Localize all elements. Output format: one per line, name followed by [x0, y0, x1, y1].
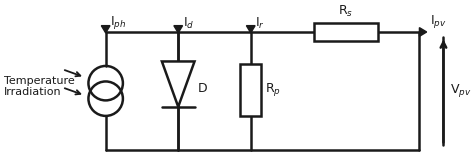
Text: D: D: [198, 82, 208, 95]
Text: I$_{pv}$: I$_{pv}$: [430, 13, 447, 30]
Text: Temperature
Irradiation: Temperature Irradiation: [4, 76, 74, 97]
Polygon shape: [101, 26, 110, 33]
Text: I$_{d}$: I$_{d}$: [183, 15, 194, 31]
Text: I$_{r}$: I$_{r}$: [255, 15, 265, 31]
Text: R$_{s}$: R$_{s}$: [338, 4, 354, 19]
Text: R$_{p}$: R$_{p}$: [265, 81, 281, 98]
FancyBboxPatch shape: [240, 64, 261, 116]
Polygon shape: [162, 61, 194, 107]
FancyBboxPatch shape: [314, 23, 378, 41]
Polygon shape: [174, 26, 182, 33]
Text: I$_{ph}$: I$_{ph}$: [110, 14, 127, 31]
Text: V$_{pv}$: V$_{pv}$: [450, 82, 472, 99]
Polygon shape: [246, 26, 255, 33]
Polygon shape: [419, 28, 427, 36]
